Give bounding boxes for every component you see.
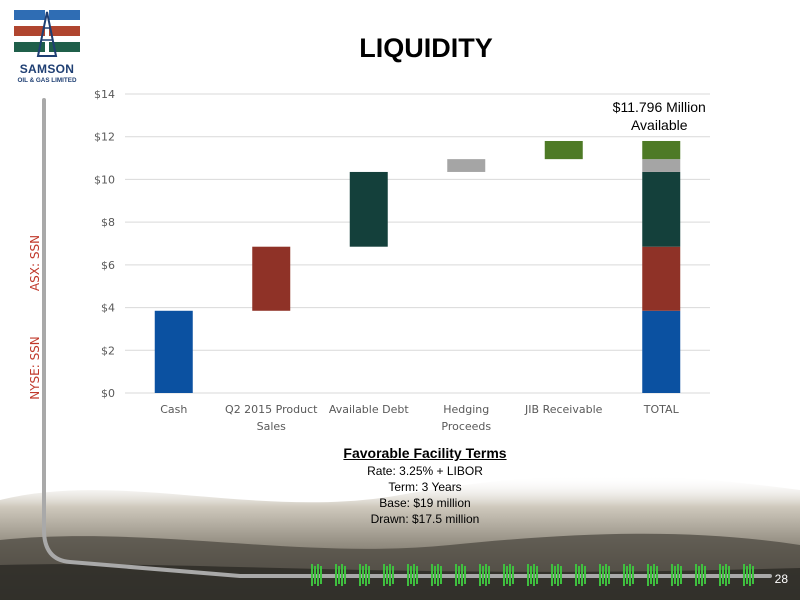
y-tick-label: $4 xyxy=(101,302,115,315)
bar-q2-2015-product-sales xyxy=(252,246,291,311)
x-tick-label: Hedging xyxy=(443,403,489,416)
facility-terms-heading: Favorable Facility Terms xyxy=(343,445,507,461)
y-tick-label: $2 xyxy=(101,344,115,357)
facility-term-rate: Rate: 3.25% + LIBOR xyxy=(367,464,483,478)
bar-hedging-proceeds xyxy=(447,159,486,172)
total-bar-segment xyxy=(642,171,681,247)
total-annotation: Available xyxy=(631,117,688,133)
page-number: 28 xyxy=(774,572,788,586)
total-annotation: $11.796 Million xyxy=(613,99,706,115)
facility-term-term: Term: 3 Years xyxy=(388,480,462,494)
logo-subtitle: OIL & GAS LIMITED xyxy=(17,77,77,84)
total-bar-segment xyxy=(642,310,681,393)
logo-name: SAMSON xyxy=(19,62,75,76)
x-tick-label: Proceeds xyxy=(441,420,491,433)
x-tick-label: Available Debt xyxy=(329,403,410,416)
bar-available-debt xyxy=(349,171,388,247)
facility-term-drawn: Drawn: $17.5 million xyxy=(370,512,480,526)
facility-terms: Favorable Facility Terms Rate: 3.25% + L… xyxy=(300,445,550,527)
bar-jib-receivable xyxy=(544,140,583,160)
company-logo xyxy=(14,10,80,57)
y-tick-label: $10 xyxy=(94,173,115,186)
y-tick-label: $6 xyxy=(101,259,115,272)
x-tick-label: Sales xyxy=(257,420,287,433)
total-bar-segment xyxy=(642,140,681,160)
total-bar-segment xyxy=(642,246,681,311)
facility-term-base: Base: $19 million xyxy=(379,496,471,510)
y-tick-label: $12 xyxy=(94,131,115,144)
x-tick-label: Cash xyxy=(160,403,187,416)
x-tick-label: TOTAL xyxy=(643,403,680,416)
bar-cash xyxy=(154,310,193,393)
page-title: LIQUIDITY xyxy=(359,33,493,63)
x-tick-label: JIB Receivable xyxy=(524,403,603,416)
y-tick-label: $14 xyxy=(94,88,115,101)
y-tick-label: $0 xyxy=(101,387,115,400)
x-tick-label: Q2 2015 Product xyxy=(225,403,318,416)
total-bar-segment xyxy=(642,159,681,172)
y-tick-label: $8 xyxy=(101,216,115,229)
